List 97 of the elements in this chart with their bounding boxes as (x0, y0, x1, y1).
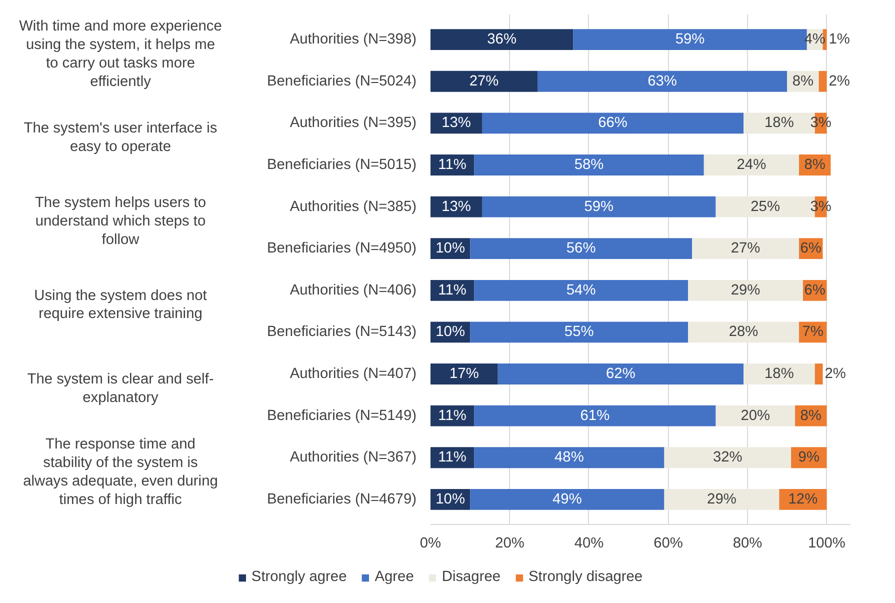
y-tick-label: Authorities (N=398) (290, 32, 417, 48)
data-label: 2% (824, 366, 846, 382)
data-label: 2% (828, 73, 850, 90)
y-tick-label: Authorities (N=407) (290, 366, 417, 382)
bar (430, 70, 538, 92)
data-label: 27% (730, 240, 760, 257)
y-tick-label: Authorities (N=406) (290, 282, 417, 298)
y-tick-label: Beneficiaries (N=4679) (267, 491, 417, 508)
data-label: 6% (804, 282, 826, 298)
bar (470, 488, 664, 510)
data-label: 10% (436, 324, 465, 340)
bar (474, 154, 704, 176)
bar (430, 29, 574, 50)
data-label: 27% (469, 73, 499, 90)
bar (474, 280, 688, 301)
bar (482, 196, 716, 218)
data-label: 58% (574, 156, 604, 173)
data-label: 28% (728, 324, 758, 340)
y-tick-label: Beneficiaries (N=4950) (267, 240, 417, 257)
y-tick-label: Beneficiaries (N=5015) (267, 156, 417, 173)
x-tick-label: 60% (654, 536, 683, 552)
x-tick-label: 40% (574, 536, 604, 552)
data-label: 11% (438, 408, 466, 424)
y-tick-label: Authorities (N=395) (290, 115, 417, 132)
data-label: 6% (800, 240, 822, 257)
data-label: 49% (552, 491, 582, 508)
x-tick-label: 20% (495, 536, 524, 552)
legend-label: Strongly agree (251, 569, 347, 585)
bar (537, 70, 788, 92)
bar (704, 154, 799, 176)
data-label: 1% (828, 32, 850, 48)
data-label: 59% (584, 198, 614, 215)
y-tick-label: Beneficiaries (N=5024) (267, 73, 417, 90)
bar (744, 364, 815, 384)
data-label: 11% (438, 450, 466, 466)
text: The response time and stability of the system is always adequate, even during times of high traffic (23, 436, 218, 508)
data-label: 54% (566, 282, 596, 298)
legend-label: Strongly disagree (528, 569, 643, 585)
data-label: 10% (436, 240, 465, 257)
text: The system is clear and self-explanatory (27, 371, 214, 406)
y-tick-label: Authorities (N=385) (290, 198, 417, 215)
legend-label: Disagree (442, 569, 501, 585)
data-label: 24% (736, 156, 766, 173)
data-label: 11% (438, 156, 466, 173)
y-tick-label: Beneficiaries (N=5149) (267, 408, 417, 424)
data-label: 62% (606, 366, 636, 382)
bar (688, 280, 803, 301)
bar (818, 70, 827, 92)
data-label: 17% (450, 366, 479, 382)
text: Using the system does not require extensive training (34, 288, 207, 322)
bar (482, 112, 744, 134)
data-label: 13% (442, 198, 471, 215)
data-label: 18% (764, 366, 794, 382)
data-label: 8% (800, 408, 822, 424)
data-label: 36% (487, 32, 516, 48)
data-label: 56% (566, 240, 596, 257)
text: The system's user interface is easy to operate (24, 120, 218, 156)
data-label: 20% (740, 408, 770, 424)
y-tick-label: Authorities (N=367) (290, 450, 417, 466)
data-label: 7% (802, 324, 824, 340)
bar (688, 322, 799, 343)
x-tick-label: 80% (732, 536, 762, 552)
data-label: 18% (764, 115, 794, 132)
data-label: 48% (554, 450, 584, 466)
data-label: 12% (788, 491, 818, 508)
bar (474, 447, 664, 468)
bar (814, 364, 823, 384)
bar (692, 238, 799, 260)
data-label: 9% (798, 450, 820, 466)
data-label: 63% (648, 73, 677, 90)
y-tick-label: Beneficiaries (N=5143) (267, 324, 417, 340)
bar (474, 405, 716, 426)
bar (430, 364, 498, 384)
text: With time and more experience using the system, it helps me to carry out tasks more efficiently (19, 18, 222, 90)
bar (664, 488, 780, 510)
data-label: 11% (438, 282, 466, 298)
bar (470, 322, 688, 343)
data-label: 59% (675, 32, 705, 48)
data-label: 8% (792, 73, 814, 90)
data-label: 10% (436, 491, 465, 508)
data-label: 13% (442, 115, 471, 132)
legend-label: Agree (374, 569, 414, 585)
data-label: 66% (598, 115, 628, 132)
data-label: 8% (804, 156, 826, 173)
data-label: 29% (730, 282, 760, 298)
data-label: 25% (750, 198, 780, 215)
bar (664, 447, 792, 468)
bar (716, 405, 796, 426)
x-tick-label: 100% (808, 536, 846, 552)
text: The system helps users to understand which steps to follow (34, 195, 206, 248)
data-label: 29% (707, 491, 736, 508)
x-tick-label: 0% (420, 536, 442, 552)
data-label: 61% (580, 408, 610, 424)
data-label: 32% (713, 450, 742, 466)
data-label: 55% (564, 324, 594, 340)
bar (470, 238, 692, 260)
bar (498, 364, 744, 384)
